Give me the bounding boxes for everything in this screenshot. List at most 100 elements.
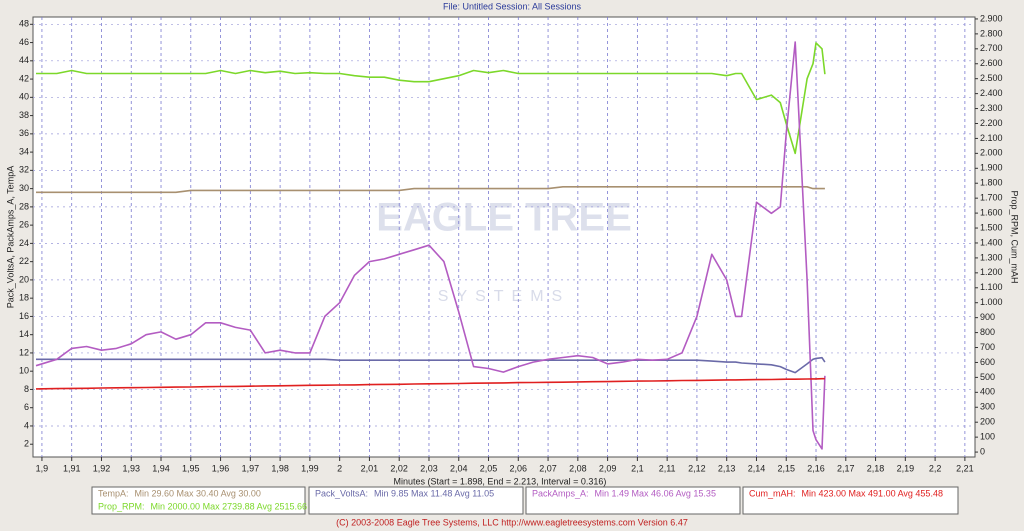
y-tick-label: 14: [19, 329, 29, 339]
y2-tick-label: 400: [980, 387, 995, 397]
y2-tick-label: 2.800: [980, 28, 1003, 38]
y2-tick-label: 1.900: [980, 163, 1003, 173]
y2-tick-label: 100: [980, 432, 995, 442]
legend-box: [742, 486, 959, 515]
x-tick-label: 2,2: [929, 463, 942, 473]
y2-tick-label: 2.400: [980, 88, 1003, 98]
x-tick-label: 2,07: [539, 463, 557, 473]
legend-label: Prop_RPM:: [98, 501, 145, 511]
watermark: SYSTEMS: [438, 288, 570, 305]
x-tick-label: 2,21: [956, 463, 974, 473]
series-line: [35, 41, 826, 450]
y2-tick-label: 1.100: [980, 282, 1003, 292]
legend-stats: Min 423.00 Max 491.00 Avg 455.48: [802, 488, 943, 498]
y-tick-label: 48: [19, 19, 29, 29]
x-tick-label: 2: [337, 463, 342, 473]
y2-tick-label: 1.600: [980, 207, 1003, 217]
y2-tick-label: 1.000: [980, 297, 1003, 307]
y-tick-label: 34: [19, 146, 29, 156]
footer: (C) 2003-2008 Eagle Tree Systems, LLC ht…: [336, 517, 688, 527]
y-tick-label: 44: [19, 55, 29, 65]
y2-tick-label: 200: [980, 417, 995, 427]
x-tick-label: 2,03: [420, 463, 438, 473]
y-tick-label: 2: [24, 439, 29, 449]
y-tick-label: 40: [19, 92, 29, 102]
y2-tick-label: 2.500: [980, 73, 1003, 83]
y2-tick-label: 2.900: [980, 13, 1003, 23]
y2-tick-label: 2.200: [980, 118, 1003, 128]
y-tick-label: 16: [19, 311, 29, 321]
y2-tick-label: 900: [980, 312, 995, 322]
x-tick-label: 1,96: [212, 463, 230, 473]
legend-label: Pack_VoltsA:: [315, 488, 368, 498]
y2-axis-label: Prop_RPM, Cum_mAH: [1010, 190, 1020, 283]
y2-tick-label: 300: [980, 402, 995, 412]
legend-stats: Min 1.49 Max 46.06 Avg 15.35: [595, 488, 716, 498]
x-tick-label: 1,99: [301, 463, 319, 473]
legend-box: [308, 486, 524, 515]
y2-tick-label: 2.600: [980, 58, 1003, 68]
y2-tick-label: 2.000: [980, 148, 1003, 158]
y2-tick-label: 800: [980, 327, 995, 337]
legend-stats: Min 29.60 Max 30.40 Avg 30.00: [135, 488, 261, 498]
x-tick-label: 1,98: [271, 463, 289, 473]
x-tick-label: 2,08: [569, 463, 587, 473]
y-axis-label: Pack_VoltsA, PackAmps_A, TempA: [5, 166, 15, 308]
x-axis-label: Minutes (Start = 1.898, End = 2.213, Int…: [394, 476, 607, 486]
y-tick-label: 36: [19, 128, 29, 138]
y2-tick-label: 2.700: [980, 43, 1003, 53]
x-tick-label: 2,06: [510, 463, 528, 473]
x-tick-label: 2,17: [837, 463, 855, 473]
x-tick-label: 2,1: [631, 463, 644, 473]
y-tick-label: 18: [19, 293, 29, 303]
series-line: [36, 42, 826, 155]
x-tick-label: 2,14: [748, 463, 766, 473]
series-line: [36, 356, 826, 374]
x-tick-label: 2,09: [599, 463, 617, 473]
legend-box: [525, 486, 741, 515]
x-tick-label: 2,05: [480, 463, 498, 473]
y2-tick-label: 700: [980, 342, 995, 352]
y2-tick-label: 1.400: [980, 237, 1003, 247]
y2-tick-label: 2.300: [980, 103, 1003, 113]
y-tick-label: 42: [19, 73, 29, 83]
y2-tick-label: 1.500: [980, 222, 1003, 232]
y-tick-label: 26: [19, 220, 29, 230]
series-line: [35, 377, 825, 390]
y-tick-label: 10: [19, 366, 29, 376]
chart-title: File: Untitled Session: All Sessions: [443, 1, 582, 11]
y2-tick-label: 500: [980, 372, 995, 382]
legend-label: PackAmps_A:: [532, 488, 589, 498]
x-tick-label: 2,15: [777, 463, 795, 473]
x-tick-label: 1,93: [122, 463, 140, 473]
y-tick-label: 6: [24, 402, 29, 412]
x-tick-label: 2,11: [659, 463, 676, 473]
legend-label: Cum_mAH:: [749, 488, 796, 498]
x-tick-label: 1,92: [93, 463, 111, 473]
legend-stats: Min 9.85 Max 11.48 Avg 11.05: [374, 488, 494, 498]
y-tick-label: 32: [19, 165, 29, 175]
y2-tick-label: 1.700: [980, 193, 1003, 203]
y2-tick-label: 1.800: [980, 178, 1003, 188]
x-tick-label: 2,19: [897, 463, 915, 473]
x-tick-label: 1,94: [152, 463, 170, 473]
y2-tick-label: 1.300: [980, 252, 1003, 262]
x-tick-label: 2,02: [390, 463, 408, 473]
y-tick-label: 28: [19, 201, 29, 211]
y-tick-label: 4: [24, 420, 29, 430]
x-tick-label: 1,91: [63, 463, 81, 473]
x-tick-label: 1,95: [182, 463, 200, 473]
y-tick-label: 22: [19, 256, 29, 266]
legend-stats: Min 2000.00 Max 2739.88 Avg 2515.66: [151, 501, 307, 511]
x-tick-label: 2,16: [807, 463, 825, 473]
y-tick-label: 24: [19, 238, 29, 248]
y-tick-label: 8: [24, 384, 29, 394]
legend-box: [91, 486, 306, 515]
series-line: [36, 186, 825, 194]
y2-tick-label: 1.200: [980, 267, 1003, 277]
x-tick-label: 2,04: [450, 463, 468, 473]
y-tick-label: 46: [19, 37, 29, 47]
x-tick-label: 2,13: [718, 463, 736, 473]
y2-tick-label: 0: [980, 446, 985, 456]
